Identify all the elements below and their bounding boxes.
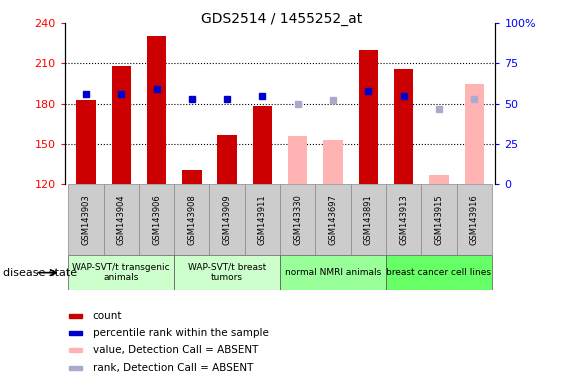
Bar: [464, 84, 484, 184]
Bar: [245, 184, 280, 255]
Text: rank, Detection Call = ABSENT: rank, Detection Call = ABSENT: [93, 362, 253, 373]
Text: GSM143909: GSM143909: [222, 195, 231, 245]
Bar: [253, 106, 272, 184]
Bar: [182, 170, 202, 184]
Text: GSM143911: GSM143911: [258, 195, 267, 245]
Bar: [69, 314, 82, 318]
Bar: [174, 255, 280, 290]
Bar: [386, 255, 492, 290]
Text: GDS2514 / 1455252_at: GDS2514 / 1455252_at: [201, 12, 362, 25]
Text: GSM143697: GSM143697: [329, 194, 338, 245]
Bar: [315, 184, 351, 255]
Text: disease state: disease state: [3, 268, 77, 278]
Bar: [429, 175, 449, 184]
Text: GSM143330: GSM143330: [293, 194, 302, 245]
Bar: [280, 184, 315, 255]
Text: WAP-SVT/t breast
tumors: WAP-SVT/t breast tumors: [188, 263, 266, 282]
Bar: [386, 184, 421, 255]
Text: GSM143904: GSM143904: [117, 195, 126, 245]
Bar: [111, 66, 131, 184]
Text: GSM143915: GSM143915: [435, 195, 444, 245]
Bar: [68, 255, 174, 290]
Text: percentile rank within the sample: percentile rank within the sample: [93, 328, 269, 338]
Bar: [209, 184, 245, 255]
Bar: [69, 366, 82, 369]
Bar: [147, 36, 166, 184]
Bar: [394, 69, 413, 184]
Bar: [351, 184, 386, 255]
Text: GSM143906: GSM143906: [152, 194, 161, 245]
Text: breast cancer cell lines: breast cancer cell lines: [386, 268, 491, 277]
Bar: [76, 100, 96, 184]
Bar: [457, 184, 492, 255]
Bar: [104, 184, 139, 255]
Text: WAP-SVT/t transgenic
animals: WAP-SVT/t transgenic animals: [73, 263, 170, 282]
Text: normal NMRI animals: normal NMRI animals: [285, 268, 381, 277]
Text: GSM143908: GSM143908: [187, 194, 196, 245]
Bar: [68, 184, 104, 255]
Bar: [280, 255, 386, 290]
Text: count: count: [93, 311, 122, 321]
Bar: [323, 140, 343, 184]
Text: GSM143916: GSM143916: [470, 194, 479, 245]
Text: GSM143891: GSM143891: [364, 194, 373, 245]
Bar: [139, 184, 174, 255]
Bar: [421, 184, 457, 255]
Bar: [217, 135, 237, 184]
Bar: [359, 50, 378, 184]
Bar: [288, 136, 307, 184]
Text: GSM143903: GSM143903: [82, 194, 91, 245]
Bar: [69, 349, 82, 352]
Text: GSM143913: GSM143913: [399, 194, 408, 245]
Bar: [174, 184, 209, 255]
Text: value, Detection Call = ABSENT: value, Detection Call = ABSENT: [93, 345, 258, 356]
Bar: [69, 331, 82, 335]
